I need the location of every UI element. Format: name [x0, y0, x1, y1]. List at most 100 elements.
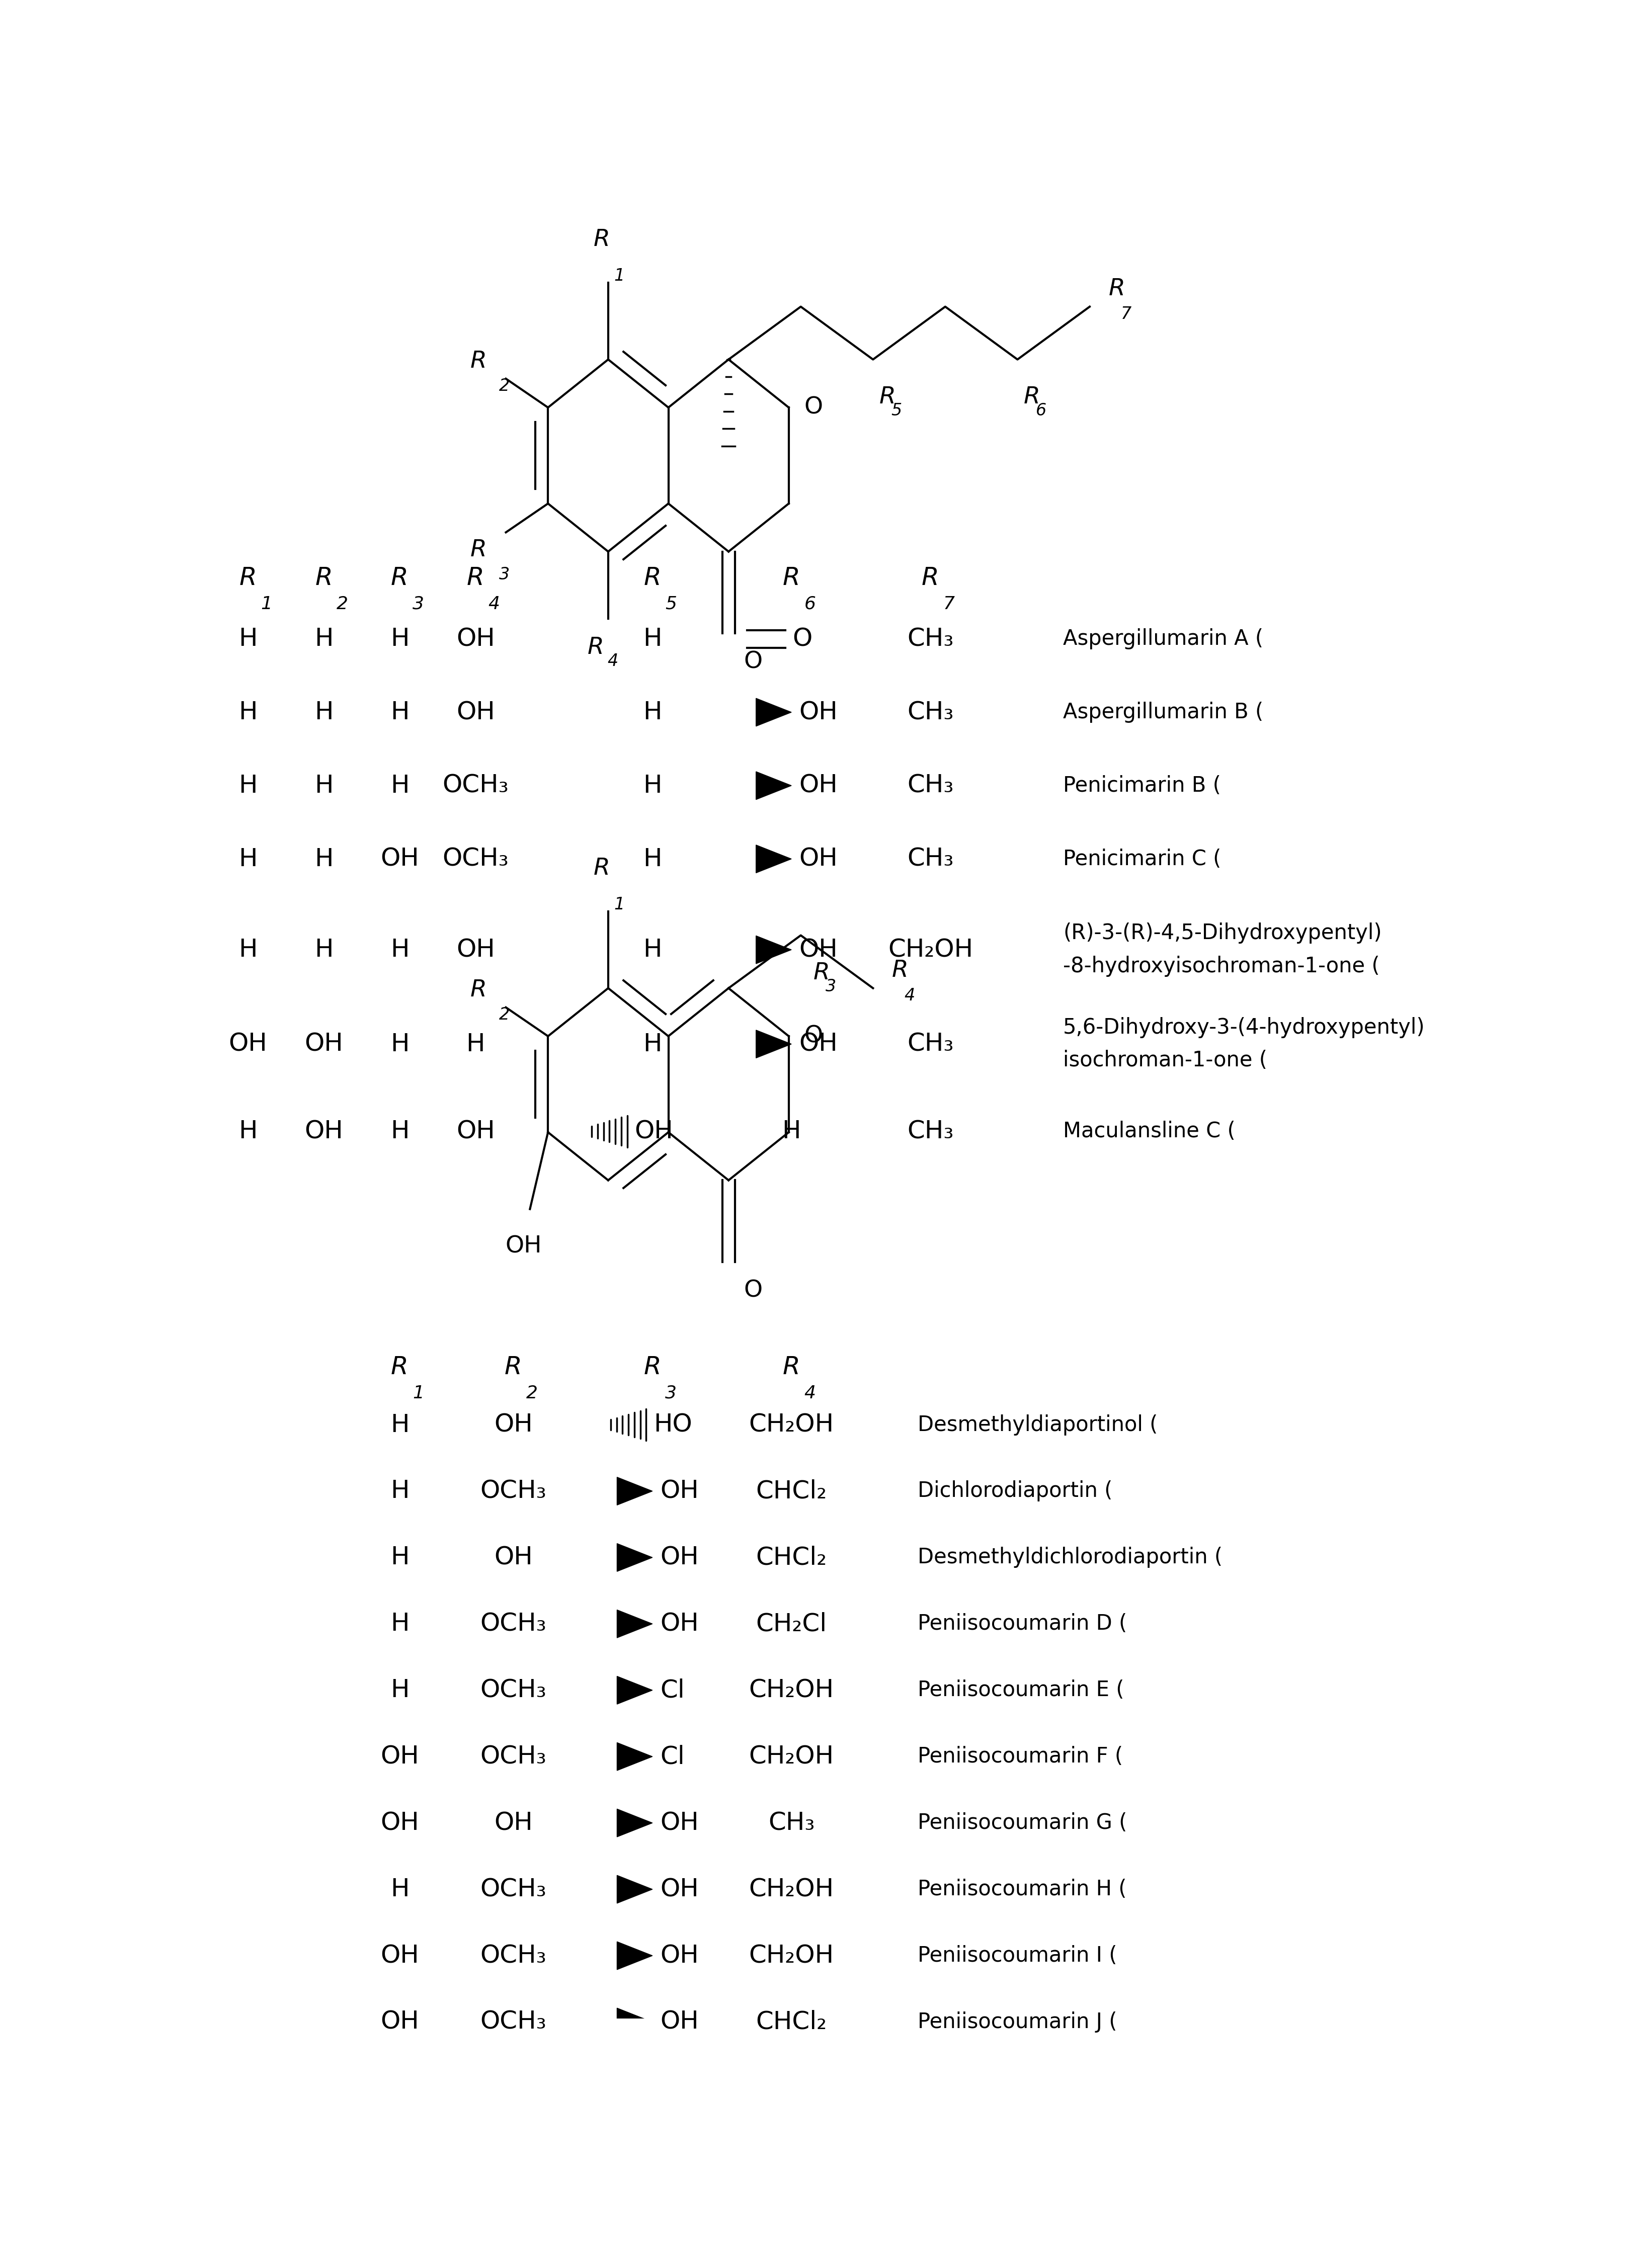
- Text: OH: OH: [380, 1810, 419, 1835]
- Text: R: R: [466, 565, 484, 590]
- Text: OCH₃: OCH₃: [481, 1678, 546, 1703]
- Text: H: H: [315, 773, 333, 798]
- Text: -8-hydroxyisochroman-1-one (: -8-hydroxyisochroman-1-one (: [1063, 955, 1379, 978]
- Text: 5,6-Dihydroxy-3-(4-hydroxypentyl): 5,6-Dihydroxy-3-(4-hydroxypentyl): [1063, 1016, 1425, 1039]
- Text: OH: OH: [456, 701, 494, 723]
- Text: Peniisocoumarin G (: Peniisocoumarin G (: [918, 1812, 1126, 1833]
- Text: Aspergillumarin B (: Aspergillumarin B (: [1063, 701, 1263, 723]
- Polygon shape: [756, 771, 791, 801]
- Text: H: H: [238, 1120, 258, 1143]
- Text: OH: OH: [799, 701, 838, 723]
- Text: H: H: [642, 937, 662, 962]
- Text: CH₃: CH₃: [906, 846, 954, 871]
- Text: OH: OH: [660, 2009, 698, 2034]
- Text: 1: 1: [615, 896, 624, 914]
- Text: OCH₃: OCH₃: [442, 773, 509, 798]
- Text: CH₃: CH₃: [906, 701, 954, 723]
- Text: CH₂OH: CH₂OH: [888, 937, 973, 962]
- Text: OH: OH: [456, 937, 494, 962]
- Text: 7: 7: [1120, 306, 1131, 322]
- Text: Peniisocoumarin H (: Peniisocoumarin H (: [918, 1878, 1126, 1901]
- Text: OCH₃: OCH₃: [481, 1744, 546, 1769]
- Text: OH: OH: [799, 773, 838, 798]
- Text: 6: 6: [804, 596, 815, 612]
- Polygon shape: [756, 699, 791, 726]
- Text: H: H: [390, 1678, 409, 1703]
- Polygon shape: [756, 1030, 791, 1057]
- Text: OH: OH: [494, 1545, 533, 1569]
- Text: 2: 2: [336, 596, 349, 612]
- Text: OH: OH: [380, 1744, 419, 1769]
- Text: CH₂OH: CH₂OH: [748, 1413, 833, 1438]
- Text: OCH₃: OCH₃: [481, 1944, 546, 1969]
- Text: 2: 2: [499, 1007, 510, 1023]
- Polygon shape: [616, 1545, 652, 1572]
- Text: H: H: [390, 1545, 409, 1569]
- Text: O: O: [792, 626, 812, 651]
- Text: R: R: [593, 857, 610, 880]
- Text: OH: OH: [799, 1032, 838, 1057]
- Text: H: H: [315, 846, 333, 871]
- Polygon shape: [616, 2007, 652, 2037]
- Polygon shape: [616, 1810, 652, 1837]
- Text: H: H: [390, 1613, 409, 1635]
- Text: H: H: [315, 701, 333, 723]
- Text: OH: OH: [634, 1120, 673, 1143]
- Text: OH: OH: [305, 1032, 342, 1057]
- Text: CH₂OH: CH₂OH: [748, 1944, 833, 1969]
- Text: 1: 1: [615, 268, 624, 284]
- Text: Cl: Cl: [660, 1678, 685, 1703]
- Text: H: H: [642, 846, 662, 871]
- Text: 4: 4: [903, 987, 914, 1005]
- Text: H: H: [782, 1120, 800, 1143]
- Text: 2: 2: [499, 379, 510, 395]
- Text: Peniisocoumarin D (: Peniisocoumarin D (: [918, 1613, 1126, 1635]
- Polygon shape: [616, 1941, 652, 1969]
- Text: H: H: [390, 1479, 409, 1504]
- Text: OH: OH: [228, 1032, 267, 1057]
- Text: CH₃: CH₃: [768, 1810, 815, 1835]
- Text: H: H: [315, 937, 333, 962]
- Text: R: R: [782, 1354, 800, 1379]
- Text: CH₃: CH₃: [906, 626, 954, 651]
- Text: Peniisocoumarin J (: Peniisocoumarin J (: [918, 2012, 1117, 2032]
- Text: H: H: [238, 773, 258, 798]
- Text: R: R: [879, 386, 895, 408]
- Text: H: H: [642, 1032, 662, 1057]
- Text: 7: 7: [942, 596, 955, 612]
- Text: OCH₃: OCH₃: [481, 1613, 546, 1635]
- Text: H: H: [390, 626, 409, 651]
- Text: H: H: [238, 626, 258, 651]
- Text: Maculansline C (: Maculansline C (: [1063, 1120, 1236, 1141]
- Text: 5: 5: [665, 596, 676, 612]
- Polygon shape: [616, 1742, 652, 1771]
- Text: R: R: [892, 959, 908, 982]
- Text: R: R: [469, 538, 487, 560]
- Text: R: R: [391, 565, 408, 590]
- Text: Peniisocoumarin F (: Peniisocoumarin F (: [918, 1746, 1123, 1767]
- Text: 3: 3: [412, 596, 424, 612]
- Text: OH: OH: [505, 1236, 541, 1259]
- Text: R: R: [587, 637, 603, 660]
- Text: OH: OH: [660, 1810, 698, 1835]
- Text: Aspergillumarin A (: Aspergillumarin A (: [1063, 628, 1263, 649]
- Text: H: H: [390, 1413, 409, 1438]
- Text: R: R: [391, 1354, 408, 1379]
- Text: R: R: [315, 565, 333, 590]
- Text: CH₂OH: CH₂OH: [748, 1744, 833, 1769]
- Text: OCH₃: OCH₃: [481, 1878, 546, 1901]
- Text: R: R: [644, 1354, 660, 1379]
- Text: OH: OH: [799, 846, 838, 871]
- Text: R: R: [1024, 386, 1040, 408]
- Text: H: H: [390, 701, 409, 723]
- Text: H: H: [466, 1032, 484, 1057]
- Text: O: O: [743, 1279, 763, 1302]
- Text: R: R: [469, 978, 487, 1000]
- Text: H: H: [390, 773, 409, 798]
- Text: OH: OH: [660, 1944, 698, 1969]
- Text: OH: OH: [380, 1944, 419, 1969]
- Text: HO: HO: [654, 1413, 693, 1438]
- Text: Desmethyldiaportinol (: Desmethyldiaportinol (: [918, 1415, 1157, 1436]
- Text: OH: OH: [660, 1545, 698, 1569]
- Text: Dichlorodiaportin (: Dichlorodiaportin (: [918, 1481, 1112, 1501]
